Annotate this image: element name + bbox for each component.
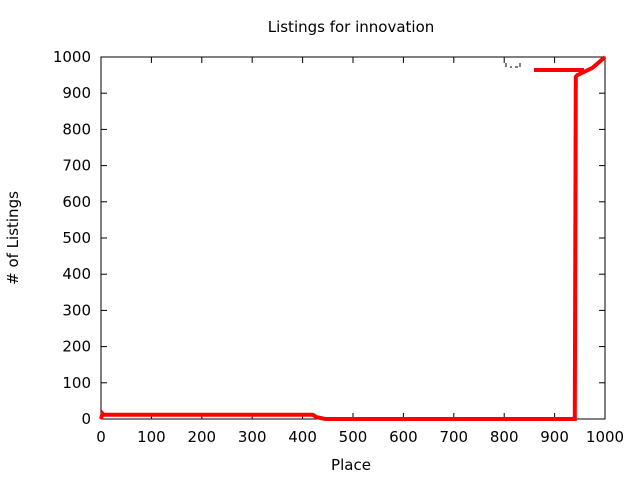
x-tick-label: 0	[96, 428, 106, 446]
x-tick-label: 500	[339, 428, 368, 446]
y-tick-label: 1000	[53, 48, 91, 66]
y-tick-label: 200	[62, 338, 91, 356]
y-tick-label: 800	[62, 120, 91, 138]
x-tick-label: 900	[540, 428, 569, 446]
x-tick-label: 1000	[586, 428, 624, 446]
x-tick-label: 400	[288, 428, 317, 446]
y-tick-label: 600	[62, 193, 91, 211]
y-tick-label: 400	[62, 265, 91, 283]
series-line	[99, 55, 607, 421]
y-tick-label: 100	[62, 374, 91, 392]
y-axis: 0 100 200 300 400 500 600 700 800 900 1000	[53, 48, 605, 428]
legend	[505, 63, 584, 72]
y-axis-label: # of Listings	[4, 191, 22, 285]
y-tick-label: 700	[62, 157, 91, 175]
x-axis: 0 100 200 300 400 500 600 700 800 900 1000	[96, 57, 624, 446]
legend-key-mark	[505, 63, 521, 68]
x-tick-label: 700	[439, 428, 468, 446]
y-tick-label: 300	[62, 301, 91, 319]
x-tick-label: 800	[490, 428, 519, 446]
plot-series	[99, 55, 607, 421]
y-tick-label: 0	[81, 410, 91, 428]
x-tick-label: 300	[238, 428, 267, 446]
x-tick-label: 100	[137, 428, 166, 446]
x-axis-label: Place	[331, 456, 371, 474]
y-tick-label: 500	[62, 229, 91, 247]
x-tick-label: 600	[389, 428, 418, 446]
x-tick-label: 200	[187, 428, 216, 446]
y-tick-label: 900	[62, 84, 91, 102]
plot-frame	[100, 56, 606, 420]
chart-title: Listings for innovation	[268, 18, 435, 36]
